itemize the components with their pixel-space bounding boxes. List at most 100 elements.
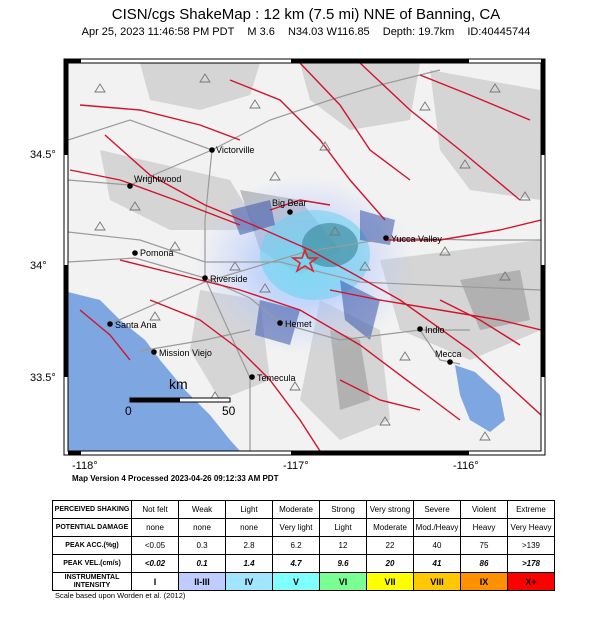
- city-label-big-bear: Big Bear: [272, 198, 307, 208]
- city-marker-wrightwood: [127, 183, 133, 189]
- map-frame: [63, 58, 546, 456]
- city-label-wrightwood: Wrightwood: [134, 174, 181, 184]
- lon-label-118: -118°: [72, 460, 98, 472]
- scale-unit: km: [169, 376, 188, 392]
- intensity-cell: VIII: [413, 572, 461, 591]
- city-marker-victorville: [209, 147, 215, 153]
- city-marker-santa-ana: [107, 321, 113, 327]
- city-label-santa-ana: Santa Ana: [115, 320, 157, 330]
- legend-row-label: INSTRUMENTAL INTENSITY: [52, 572, 132, 591]
- legend-cell: 6.2: [272, 536, 320, 555]
- event-location: N34.03 W116.85: [287, 26, 370, 38]
- legend-cell: 20: [366, 554, 414, 573]
- intensity-cell: IV: [225, 572, 273, 591]
- legend-cell: Severe: [413, 500, 461, 519]
- event-details: Apr 25, 2023 11:46:58 PM PDT M 3.6 N34.0…: [0, 26, 612, 38]
- intensity-cell: VII: [366, 572, 414, 591]
- pacific-ocean: [68, 292, 240, 451]
- legend-row-label: PEAK VEL.(cm/s): [52, 554, 132, 573]
- city-marker-mecca: [447, 359, 453, 365]
- event-id: ID:40445744: [467, 26, 531, 38]
- intensity-cell: II-III: [178, 572, 226, 591]
- shaking-contour-core: [302, 223, 358, 267]
- legend-cell: Strong: [319, 500, 367, 519]
- legend-cell: 2.8: [225, 536, 273, 555]
- intensity-cell: V: [272, 572, 320, 591]
- legend-cell: Very strong: [366, 500, 414, 519]
- event-magnitude: M 3.6: [247, 26, 275, 38]
- legend-cell: none: [225, 518, 273, 537]
- legend-row-damage: POTENTIAL DAMAGE none none none Very lig…: [52, 518, 555, 537]
- legend-cell: Very Heavy: [507, 518, 555, 537]
- legend-cell: Moderate: [366, 518, 414, 537]
- city-marker-hemet: [277, 320, 283, 326]
- legend-cell: 0.3: [178, 536, 226, 555]
- legend-cell: Mod./Heavy: [413, 518, 461, 537]
- lon-label-117: -117°: [283, 460, 309, 472]
- legend-cell: 22: [366, 536, 414, 555]
- lat-label-33-5: 33.5°: [30, 372, 56, 384]
- legend-cell: Light: [225, 500, 273, 519]
- legend-cell: none: [131, 518, 179, 537]
- city-marker-indio: [417, 326, 423, 332]
- legend-cell: Heavy: [460, 518, 508, 537]
- intensity-legend: PERCEIVED SHAKING Not felt Weak Light Mo…: [52, 500, 555, 591]
- intensity-cell: IX: [460, 572, 508, 591]
- city-label-mecca: Mecca: [435, 349, 462, 359]
- legend-cell: 40: [413, 536, 461, 555]
- map-version: Map Version 4 Processed 2023-04-26 09:12…: [72, 474, 279, 483]
- fault-lines: [69, 63, 541, 451]
- map-title: CISN/cgs ShakeMap : 12 km (7.5 mi) NNE o…: [111, 6, 501, 23]
- city-label-indio: Indio: [425, 325, 445, 335]
- legend-cell: 75: [460, 536, 508, 555]
- intensity-cell: I: [131, 572, 179, 591]
- city-marker-yucca-valley: [383, 235, 389, 241]
- lat-label-34: 34°: [30, 260, 47, 272]
- legend-cell: <0.02: [131, 554, 179, 573]
- city-label-pomona: Pomona: [140, 248, 174, 258]
- legend-cell: 9.6: [319, 554, 367, 573]
- legend-cell: >139: [507, 536, 555, 555]
- legend-cell: >178: [507, 554, 555, 573]
- legend-row-label: PERCEIVED SHAKING: [52, 500, 132, 519]
- intensity-cell: X+: [507, 572, 555, 591]
- legend-cell: 0.1: [178, 554, 226, 573]
- city-marker-big-bear: [287, 209, 293, 215]
- legend-cell: 86: [460, 554, 508, 573]
- city-label-hemet: Hemet: [285, 319, 312, 329]
- intensity-cell: VI: [319, 572, 367, 591]
- city-marker-pomona: [132, 250, 138, 256]
- city-label-victorville: Victorville: [216, 145, 254, 155]
- legend-row-label: PEAK ACC.(%g): [52, 536, 132, 555]
- legend-cell: Violent: [460, 500, 508, 519]
- scale-start: 0: [125, 404, 132, 418]
- city-label-mission-viejo: Mission Viejo: [159, 348, 212, 358]
- legend-cell: 41: [413, 554, 461, 573]
- legend-cell: 1.4: [225, 554, 273, 573]
- scale-note: Scale based upon Worden et al. (2012): [55, 591, 186, 600]
- city-label-yucca-valley: Yucca Valley: [391, 234, 442, 244]
- city-marker-riverside: [202, 275, 208, 281]
- legend-cell: <0.05: [131, 536, 179, 555]
- legend-cell: Light: [319, 518, 367, 537]
- city-marker-temecula: [249, 374, 255, 380]
- salton-sea: [455, 365, 505, 432]
- legend-cell: Not felt: [131, 500, 179, 519]
- scale-end: 50: [222, 404, 236, 418]
- legend-cell: Very light: [272, 518, 320, 537]
- legend-row-label: POTENTIAL DAMAGE: [52, 518, 132, 537]
- legend-cell: Weak: [178, 500, 226, 519]
- legend-row-shaking: PERCEIVED SHAKING Not felt Weak Light Mo…: [52, 500, 555, 519]
- legend-cell: Extreme: [507, 500, 555, 519]
- lat-label-34-5: 34.5°: [30, 149, 56, 161]
- legend-row-intensity: INSTRUMENTAL INTENSITY I II-III IV V VI …: [52, 572, 555, 591]
- city-label-temecula: Temecula: [257, 373, 296, 383]
- city-marker-mission-viejo: [151, 349, 157, 355]
- seismic-stations: [94, 73, 531, 441]
- scale-bar: km 0 50: [125, 376, 236, 418]
- legend-cell: 12: [319, 536, 367, 555]
- legend-cell: none: [178, 518, 226, 537]
- lon-label-116: -116°: [453, 460, 479, 472]
- epicenter-star-icon: [290, 247, 320, 273]
